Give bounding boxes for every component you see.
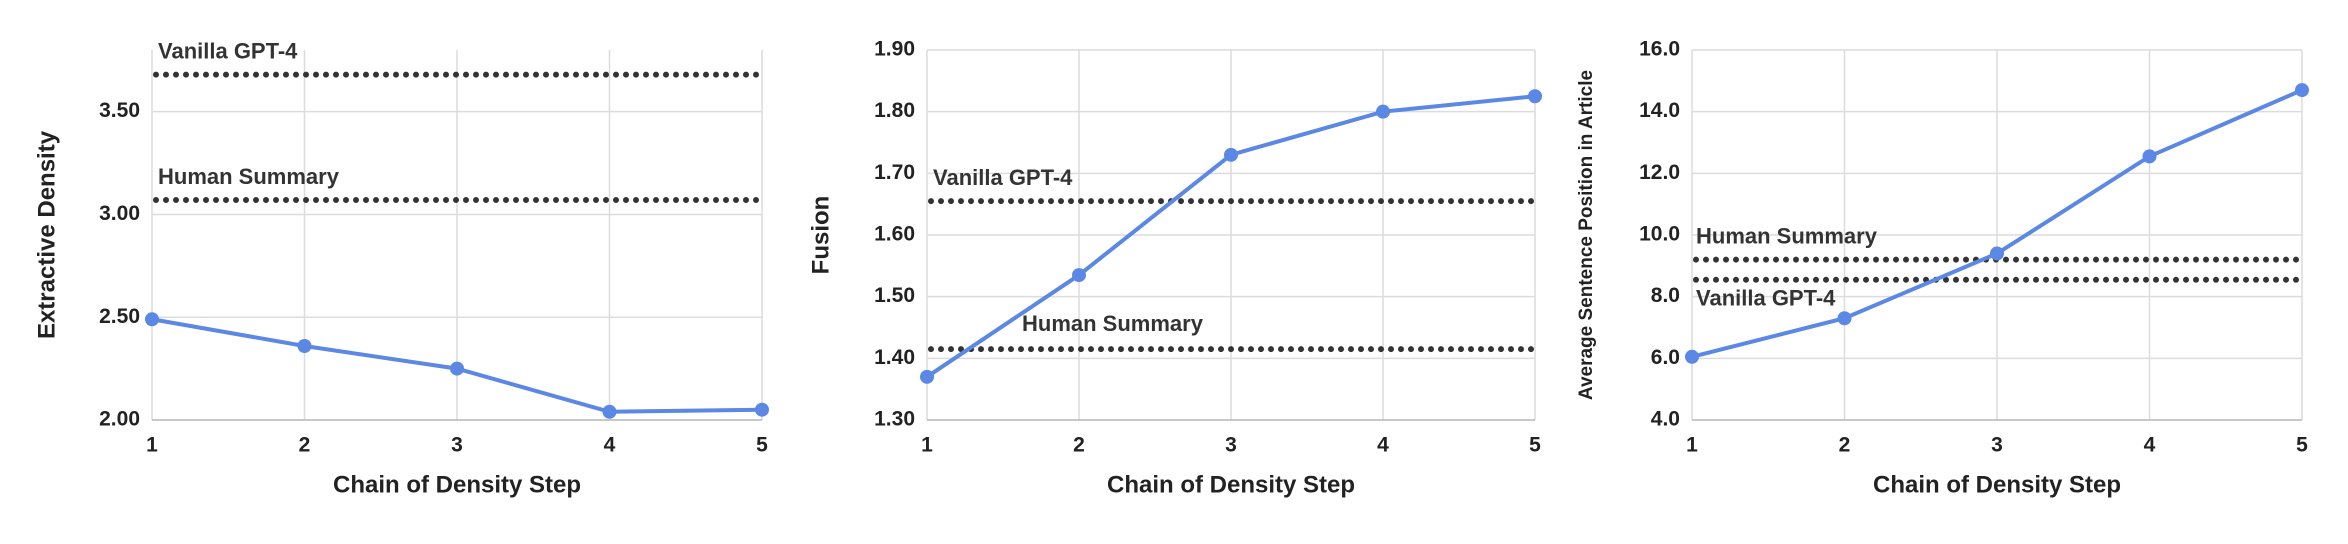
x-axis-title: Chain of Density Step: [1873, 471, 2121, 498]
x-tick-label: 4: [604, 434, 616, 457]
x-axis-title: Chain of Density Step: [1107, 471, 1355, 498]
x-tick-label: 2: [1073, 434, 1085, 457]
data-point: [1528, 89, 1542, 104]
data-point: [145, 312, 159, 327]
reference-label: Vanilla GPT-4: [1696, 286, 1836, 311]
data-point: [1990, 246, 2004, 261]
reference-label: Human Summary: [1022, 311, 1204, 336]
data-point: [1224, 147, 1238, 162]
reference-label: Vanilla GPT-4: [933, 165, 1073, 190]
data-point: [2295, 83, 2309, 98]
y-tick-label: 1.60: [874, 223, 915, 246]
y-tick-label: 1.70: [874, 161, 915, 184]
y-tick-label: 12.0: [1639, 161, 1680, 184]
y-tick-label: 3.50: [99, 99, 140, 122]
y-tick-label: 1.90: [874, 38, 915, 61]
x-tick-label: 3: [1225, 434, 1237, 457]
x-axis-title: Chain of Density Step: [333, 471, 581, 498]
data-point: [755, 402, 769, 417]
y-tick-label: 10.0: [1639, 223, 1680, 246]
x-tick-label: 5: [756, 434, 768, 457]
x-tick-label: 1: [1686, 434, 1698, 457]
x-tick-label: 1: [146, 434, 158, 457]
data-point: [1072, 268, 1086, 283]
y-tick-label: 1.50: [874, 284, 915, 307]
data-point: [2142, 149, 2157, 164]
x-tick-label: 4: [1377, 434, 1389, 457]
y-tick-label: 3.00: [99, 202, 140, 225]
reference-label: Vanilla GPT-4: [158, 38, 298, 63]
data-point: [1685, 349, 1699, 364]
y-axis-title: Extractive Density: [33, 130, 60, 339]
reference-label: Human Summary: [158, 164, 340, 189]
data-point: [602, 404, 617, 419]
y-tick-label: 2.00: [99, 408, 140, 431]
y-tick-label: 4.0: [1651, 408, 1680, 431]
x-tick-label: 3: [451, 434, 463, 457]
x-tick-label: 1: [921, 434, 933, 457]
x-tick-label: 4: [2144, 434, 2156, 457]
x-tick-label: 3: [1991, 434, 2003, 457]
x-tick-label: 5: [1529, 434, 1541, 457]
data-point: [297, 339, 312, 353]
data-point: [920, 369, 934, 384]
data-point: [450, 361, 464, 376]
data-point: [1376, 104, 1390, 119]
x-tick-label: 2: [1839, 434, 1851, 457]
y-axis-title: Average Sentence Position in Article: [1576, 70, 1597, 400]
y-tick-label: 14.0: [1639, 99, 1680, 122]
y-tick-label: 8.0: [1651, 284, 1680, 307]
data-point: [1837, 311, 1852, 326]
x-tick-label: 5: [2296, 434, 2308, 457]
y-tick-label: 1.40: [874, 346, 915, 369]
x-tick-label: 2: [299, 434, 311, 457]
y-tick-label: 1.80: [874, 99, 915, 122]
y-axis-title: Fusion: [807, 196, 834, 275]
y-tick-label: 1.30: [874, 408, 915, 431]
y-tick-label: 16.0: [1639, 38, 1680, 61]
y-tick-label: 2.50: [99, 305, 140, 328]
y-tick-label: 6.0: [1651, 346, 1680, 369]
reference-label: Human Summary: [1696, 223, 1878, 248]
